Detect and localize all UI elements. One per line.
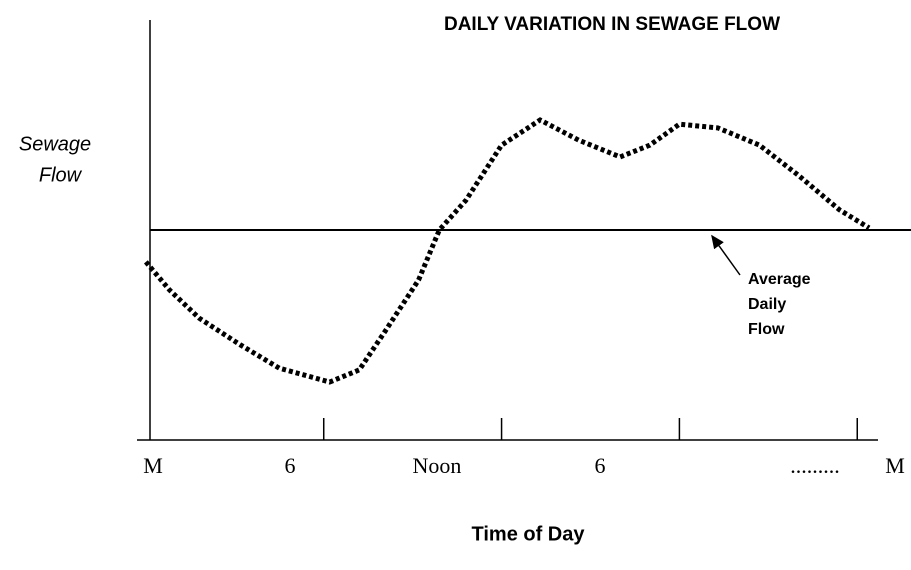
x-tick-label: 6 bbox=[595, 453, 606, 478]
annotation: Average bbox=[748, 271, 811, 288]
annotation-arrow bbox=[711, 234, 741, 276]
chart-title: DAILY VARIATION IN SEWAGE FLOW bbox=[444, 14, 780, 35]
x-tick-label: ......... bbox=[790, 453, 840, 478]
x-axis-label: Time of Day bbox=[472, 523, 586, 545]
y-axis-label: Flow bbox=[39, 164, 83, 186]
y-axis-label: Sewage bbox=[19, 133, 91, 155]
x-tick-label: Noon bbox=[413, 453, 462, 478]
annotation: Flow bbox=[748, 321, 785, 338]
x-tick-label: M bbox=[143, 453, 163, 478]
flow-line bbox=[143, 117, 871, 385]
x-tick-label: 6 bbox=[285, 453, 296, 478]
annotation: Daily bbox=[748, 296, 786, 313]
x-tick-label: M bbox=[885, 453, 905, 478]
